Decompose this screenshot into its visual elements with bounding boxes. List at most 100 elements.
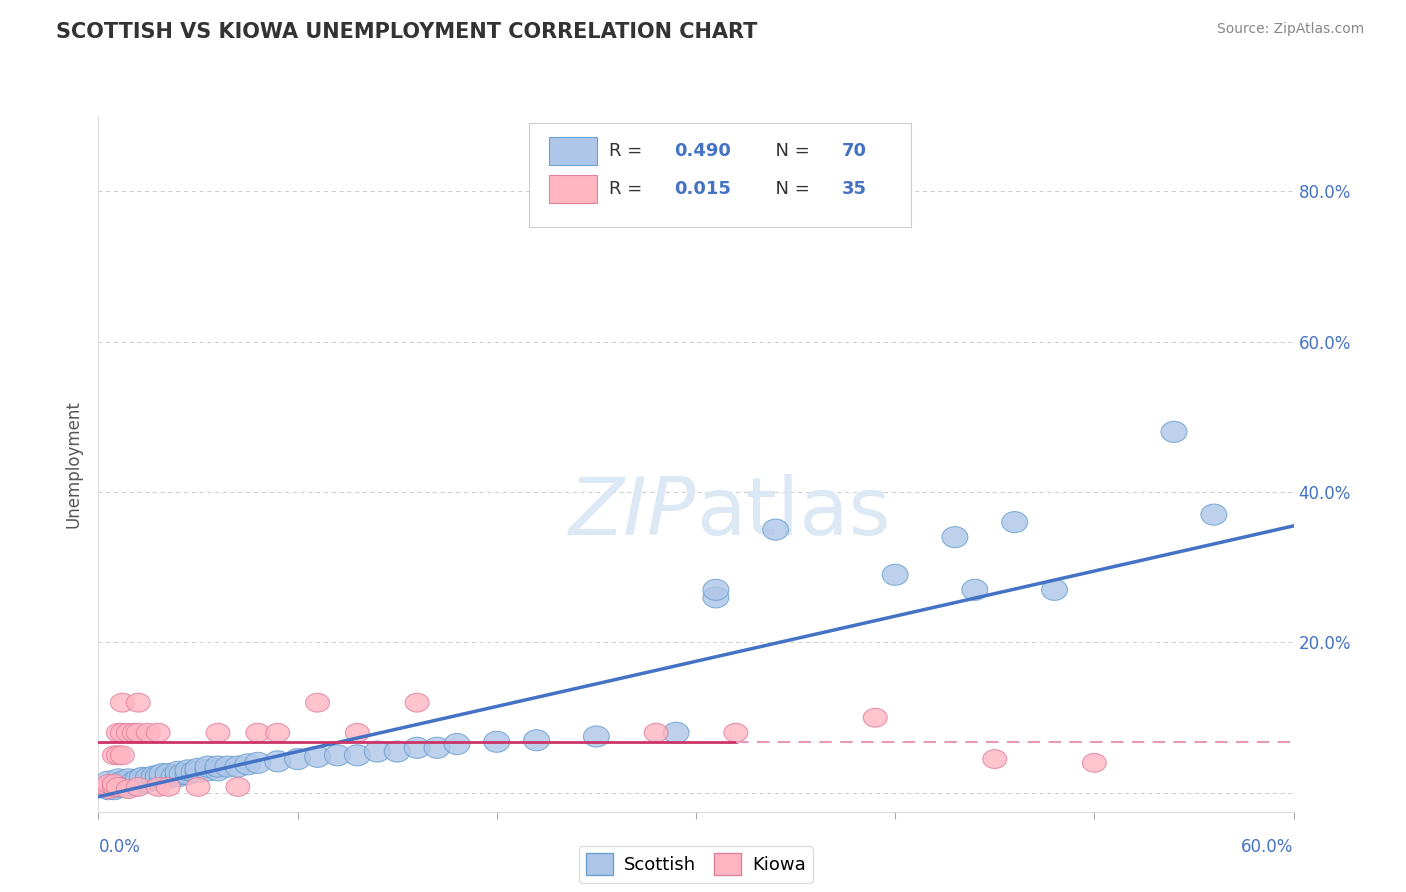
Ellipse shape [107,746,131,764]
Ellipse shape [404,738,430,758]
Ellipse shape [195,756,221,777]
Ellipse shape [205,756,231,777]
Ellipse shape [863,708,887,727]
Ellipse shape [1161,421,1187,442]
Ellipse shape [444,733,470,755]
Ellipse shape [344,745,370,766]
Ellipse shape [97,780,121,798]
Ellipse shape [115,776,141,797]
Ellipse shape [215,756,240,777]
FancyBboxPatch shape [548,175,596,203]
Text: N =: N = [763,180,815,198]
Ellipse shape [703,579,728,600]
Ellipse shape [111,746,135,764]
Ellipse shape [1201,504,1227,525]
Ellipse shape [97,774,121,793]
Text: 0.0%: 0.0% [98,838,141,855]
Ellipse shape [125,769,152,790]
Ellipse shape [346,723,370,742]
Ellipse shape [117,780,141,798]
Ellipse shape [115,773,141,795]
Ellipse shape [644,723,668,742]
Ellipse shape [1083,754,1107,772]
Text: 0.015: 0.015 [675,180,731,198]
Ellipse shape [122,723,146,742]
Text: ZIP: ZIP [568,474,696,551]
Legend: Scottish, Kiowa: Scottish, Kiowa [579,847,813,883]
Text: R =: R = [609,180,648,198]
Ellipse shape [103,774,127,793]
Ellipse shape [703,587,728,607]
Ellipse shape [176,764,201,785]
Text: N =: N = [763,142,815,160]
Ellipse shape [523,730,550,751]
Ellipse shape [155,767,181,789]
Ellipse shape [325,745,350,766]
Ellipse shape [129,771,155,792]
Ellipse shape [121,775,148,796]
Ellipse shape [107,723,131,742]
Ellipse shape [155,764,181,785]
Ellipse shape [186,778,209,797]
Ellipse shape [226,778,250,797]
Ellipse shape [105,769,131,790]
Text: 35: 35 [842,180,866,198]
Ellipse shape [724,723,748,742]
Ellipse shape [942,526,967,548]
FancyBboxPatch shape [548,136,596,165]
Ellipse shape [103,778,127,797]
Ellipse shape [96,779,121,800]
Ellipse shape [96,775,121,796]
Ellipse shape [664,723,689,743]
Ellipse shape [181,762,207,782]
Ellipse shape [146,778,170,797]
Ellipse shape [425,738,450,758]
Ellipse shape [169,764,195,785]
Ellipse shape [762,519,789,541]
Ellipse shape [264,751,291,772]
Ellipse shape [141,769,167,790]
Ellipse shape [141,766,167,787]
Ellipse shape [176,760,201,780]
Text: 60.0%: 60.0% [1241,838,1294,855]
Ellipse shape [384,741,411,762]
Ellipse shape [105,776,131,797]
Ellipse shape [103,746,127,764]
Ellipse shape [149,767,176,789]
Ellipse shape [136,723,160,742]
Ellipse shape [111,693,135,712]
Ellipse shape [145,769,172,790]
Ellipse shape [110,771,135,792]
Ellipse shape [195,760,221,780]
Ellipse shape [305,693,329,712]
Ellipse shape [97,778,121,797]
Ellipse shape [135,767,162,789]
Ellipse shape [983,749,1007,769]
Ellipse shape [96,771,121,792]
Ellipse shape [962,579,988,600]
Ellipse shape [127,693,150,712]
Ellipse shape [115,769,141,790]
FancyBboxPatch shape [529,123,911,227]
Ellipse shape [205,760,231,780]
Ellipse shape [225,756,250,777]
Ellipse shape [129,767,155,789]
Ellipse shape [165,762,191,782]
Text: Source: ZipAtlas.com: Source: ZipAtlas.com [1216,22,1364,37]
Ellipse shape [405,693,429,712]
Ellipse shape [111,723,135,742]
Ellipse shape [186,762,211,782]
Ellipse shape [145,766,172,787]
Text: R =: R = [609,142,648,160]
Ellipse shape [284,748,311,770]
Ellipse shape [127,778,150,797]
Ellipse shape [484,731,510,752]
Ellipse shape [162,766,187,787]
Text: SCOTTISH VS KIOWA UNEMPLOYMENT CORRELATION CHART: SCOTTISH VS KIOWA UNEMPLOYMENT CORRELATI… [56,22,758,42]
Ellipse shape [110,775,135,796]
Text: 0.490: 0.490 [675,142,731,160]
Ellipse shape [246,723,270,742]
Ellipse shape [266,723,290,742]
Ellipse shape [105,773,131,795]
Ellipse shape [135,771,162,792]
